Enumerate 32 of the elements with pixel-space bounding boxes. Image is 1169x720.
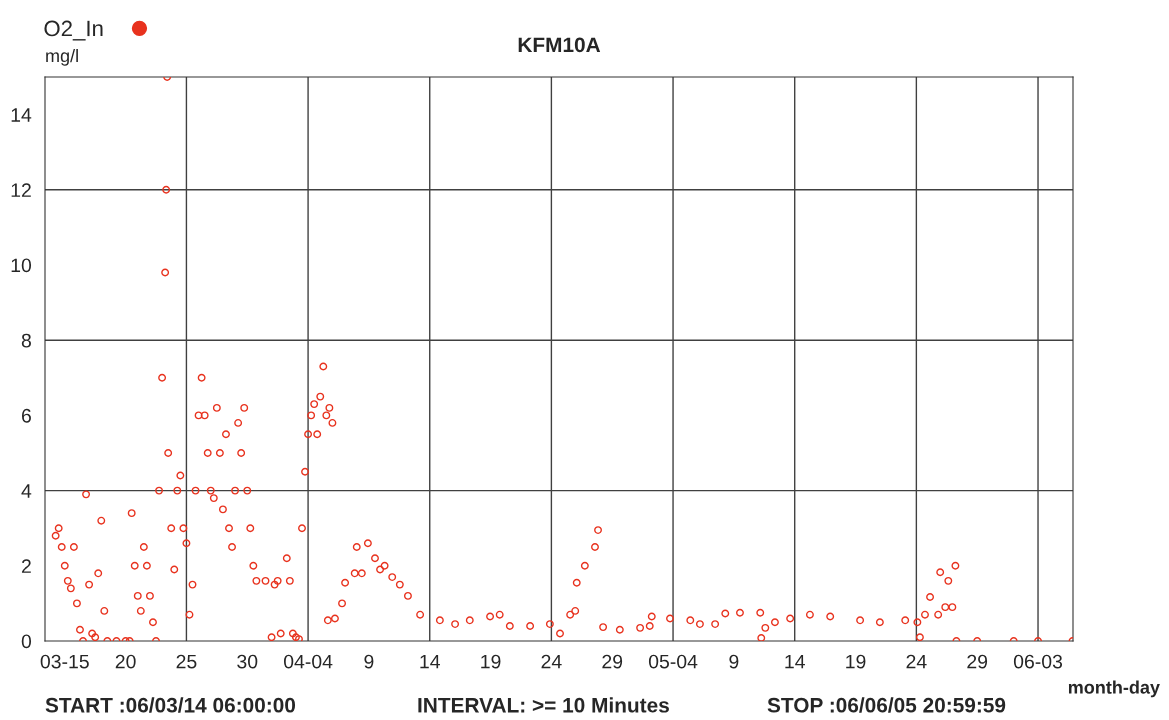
x-tick-label: 29	[967, 654, 988, 669]
y-tick-label: 8	[21, 333, 31, 348]
x-tick-label: 06-03	[1013, 654, 1063, 669]
x-tick-label: 30	[237, 654, 258, 669]
chart-title: KFM10A	[518, 37, 601, 53]
x-tick-label: 19	[846, 654, 866, 669]
y-tick-label: 4	[21, 484, 32, 498]
text: START :06/03/14 06:00:00	[45, 697, 296, 713]
x-axis-title: month-day	[1068, 680, 1160, 698]
x-tick-label: 29	[602, 654, 623, 669]
y-tick-label: 12	[11, 183, 31, 197]
x-tick-label: 14	[420, 654, 440, 669]
y-tick-label: 10	[11, 258, 32, 273]
legend-label: O2_In	[44, 20, 103, 41]
x-tick-label: 9	[364, 654, 374, 669]
y-axis-title: mg/l	[46, 48, 78, 66]
x-tick-label: 05-04	[648, 654, 698, 669]
x-tick-label: 9	[729, 654, 739, 669]
x-tick-label: 24	[541, 654, 562, 669]
x-tick-label: 04-04	[283, 654, 333, 669]
x-tick-label: 03-15	[40, 654, 89, 669]
y-tick-label: 14	[11, 108, 32, 122]
x-tick-label: 19	[481, 654, 501, 669]
y-tick-label: 0	[21, 634, 32, 649]
text: INTERVAL: >= 10 Minutes	[418, 697, 669, 713]
x-tick-label: 14	[785, 654, 805, 669]
x-tick-label: 20	[115, 654, 136, 669]
y-tick-label: 2	[21, 559, 31, 573]
x-tick-label: 24	[906, 654, 927, 669]
y-tick-label: 6	[21, 408, 31, 423]
text: STOP :06/06/05 20:59:59	[767, 697, 1006, 713]
x-tick-label: 25	[176, 654, 197, 669]
